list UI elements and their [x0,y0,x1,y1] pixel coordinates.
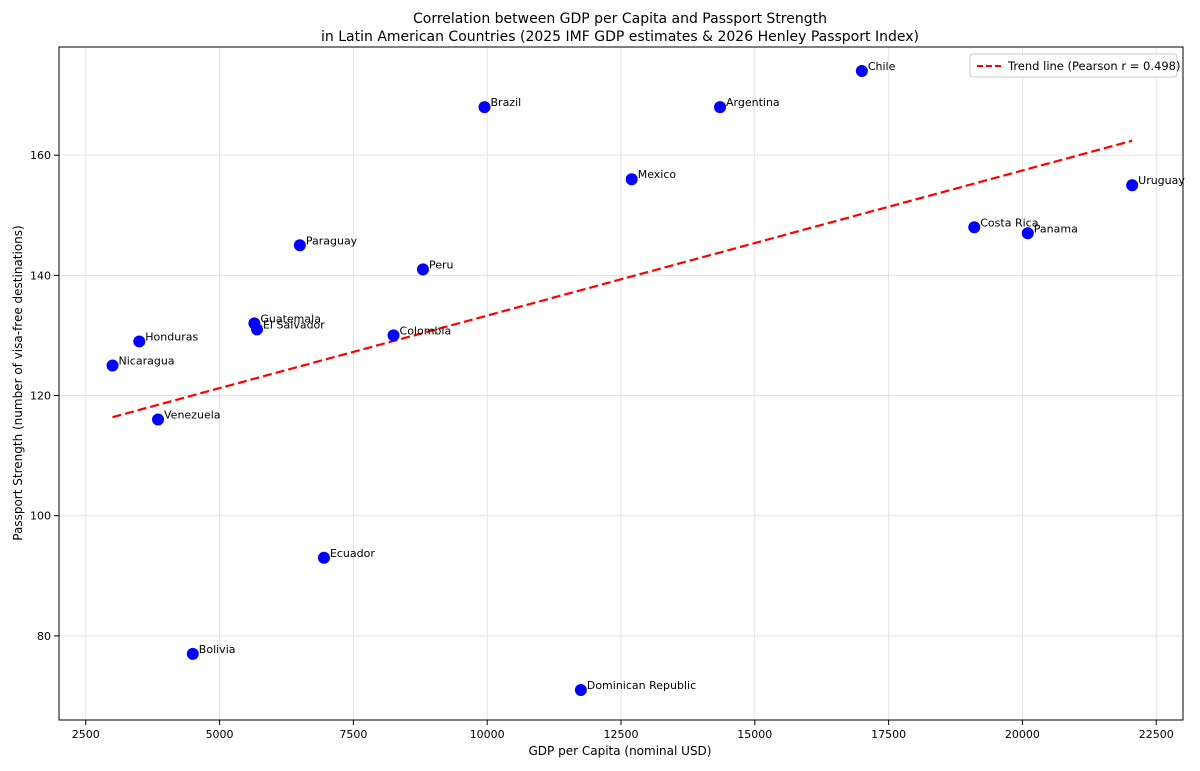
chart-title-line-1: Correlation between GDP per Capita and P… [413,11,827,27]
point-label: Mexico [638,168,677,181]
data-point [1126,179,1139,192]
data-point [574,683,587,696]
point-labels-layer: Chile Brazil Argentina Mexico Uruguay Costa R… [119,60,1186,692]
y-tick-label: 120 [30,390,51,403]
y-axis-label: Passport Strength (number of visa-free d… [11,225,25,540]
data-point [317,551,330,564]
y-tick-label: 160 [30,149,51,162]
data-point [968,221,981,234]
x-axis-ticks: 2500 5000 7500 10000 12500 15000 17500 20000 225… [72,720,1174,741]
data-point [478,101,491,114]
data-point [387,329,400,342]
point-label: Costa Rica [980,216,1038,229]
data-point [152,413,165,426]
grid [59,47,1183,720]
data-point [625,173,638,186]
x-axis-label: GDP per Capita (nominal USD) [529,744,712,758]
data-point [106,359,119,372]
point-label: Ecuador [330,547,375,560]
point-label: Brazil [491,96,522,109]
point-label: Paraguay [306,234,358,247]
point-label: Venezuela [164,409,221,422]
chart-title-line-2: in Latin American Countries (2025 IMF GD… [321,29,919,45]
x-tick-label: 2500 [72,728,100,741]
x-tick-label: 17500 [871,728,906,741]
points-layer [106,65,1139,696]
x-tick-label: 12500 [604,728,639,741]
point-label: Honduras [145,330,198,343]
data-point [251,323,264,336]
point-label: Chile [868,60,896,73]
legend-box [969,53,1178,78]
data-point [714,101,727,114]
legend-trend-label: Trend line (Pearson r = 0.498) [1007,59,1180,73]
data-point [855,65,868,78]
point-label: Colombia [400,324,452,337]
x-tick-label: 20000 [1005,728,1040,741]
data-point [416,263,429,276]
data-point [293,239,306,252]
point-label: Argentina [726,96,780,109]
legend: Trend line (Pearson r = 0.498) [969,53,1180,78]
data-point [186,647,199,660]
point-label: Guatemala [260,312,321,325]
data-point [133,335,146,348]
trend-line [112,139,1133,419]
x-tick-label: 15000 [737,728,772,741]
point-label: Panama [1034,222,1078,235]
point-label: Dominican Republic [587,679,696,692]
y-tick-label: 100 [30,510,51,523]
y-tick-label: 140 [30,269,51,282]
y-tick-label: 80 [37,630,51,643]
x-tick-label: 7500 [339,728,367,741]
x-tick-label: 10000 [470,728,505,741]
data-point [1021,227,1034,240]
point-label: Peru [429,258,454,271]
point-label: Uruguay [1138,174,1185,187]
point-label: El Salvador [263,318,325,331]
x-tick-label: 5000 [206,728,234,741]
y-axis-ticks: 80 100 120 140 160 [30,149,59,643]
trend-line-layer [112,139,1133,419]
point-label: Bolivia [199,643,236,656]
point-label: Nicaragua [119,354,175,367]
x-tick-label: 22500 [1139,728,1174,741]
